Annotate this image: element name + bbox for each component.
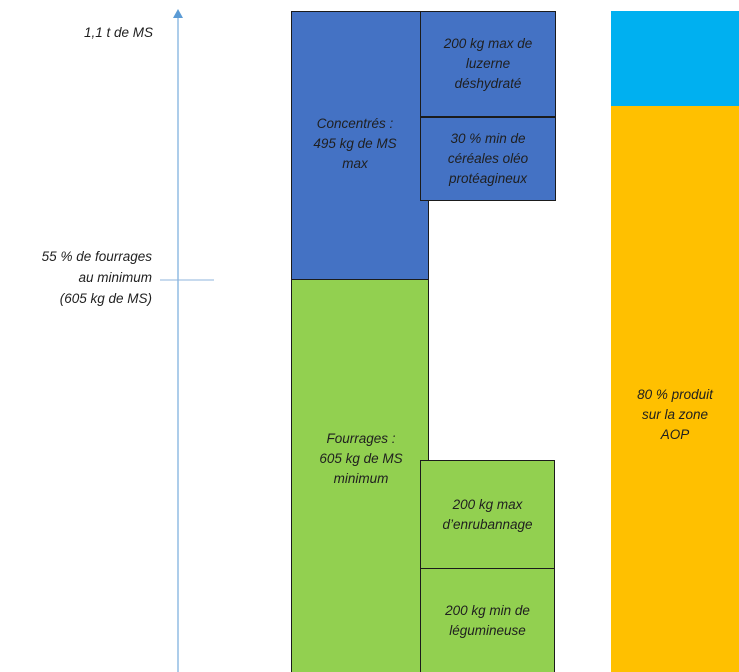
cereales-label-line3: protéagineux [448, 171, 528, 186]
concentrates-label-line3: max [342, 156, 368, 171]
luzerne-label-line3: déshydraté [454, 76, 522, 91]
legumineuse-block: 200 kg min de légumineuse [420, 568, 555, 672]
luzerne-label-line2: luzerne [465, 56, 511, 71]
aop-label-line1: 80 % produit [637, 387, 713, 402]
enrubannage-block: 200 kg max d’enrubannage [420, 460, 555, 569]
enrubannage-label-line2: d’enrubannage [442, 516, 533, 532]
legumineuse-label-line1: 200 kg min de [445, 602, 530, 618]
enrubannage-label-line1: 200 kg max [452, 496, 523, 512]
concentrates-block: Concentrés : 495 kg de MS max [291, 11, 429, 280]
axis-mid-label: 55 % de fourrages au minimum (605 kg de … [41, 249, 152, 306]
fourrages-block: Fourrages : 605 kg de MS minimum [291, 279, 429, 672]
fourrages-label-line3: minimum [333, 471, 389, 486]
cereales-label-line1: 30 % min de [450, 131, 526, 146]
concentrates-label-line1: Concentrés : [316, 116, 394, 131]
fourrages-label-line2: 605 kg de MS [319, 451, 403, 466]
fourrages-label-line1: Fourrages : [326, 431, 396, 446]
luzerne-label-line1: 200 kg max de [443, 36, 533, 51]
concentrates-label-line2: 495 kg de MS [313, 136, 397, 151]
axis-arrow-head [173, 9, 183, 18]
legumineuse-label-line2: légumineuse [449, 622, 526, 638]
aop-label-line3: AOP [660, 427, 690, 442]
aop-label-line2: sur la zone [641, 407, 709, 422]
luzerne-block: 200 kg max de luzerne déshydraté [420, 11, 556, 117]
aop-zone-block: 80 % produit sur la zone AOP [611, 106, 739, 672]
axis-top-label: 1,1 t de MS [83, 25, 153, 40]
cereales-block: 30 % min de céréales oléo protéagineux [420, 117, 556, 201]
cereales-label-line2: céréales oléo [447, 151, 529, 166]
right-top-block [611, 11, 739, 106]
